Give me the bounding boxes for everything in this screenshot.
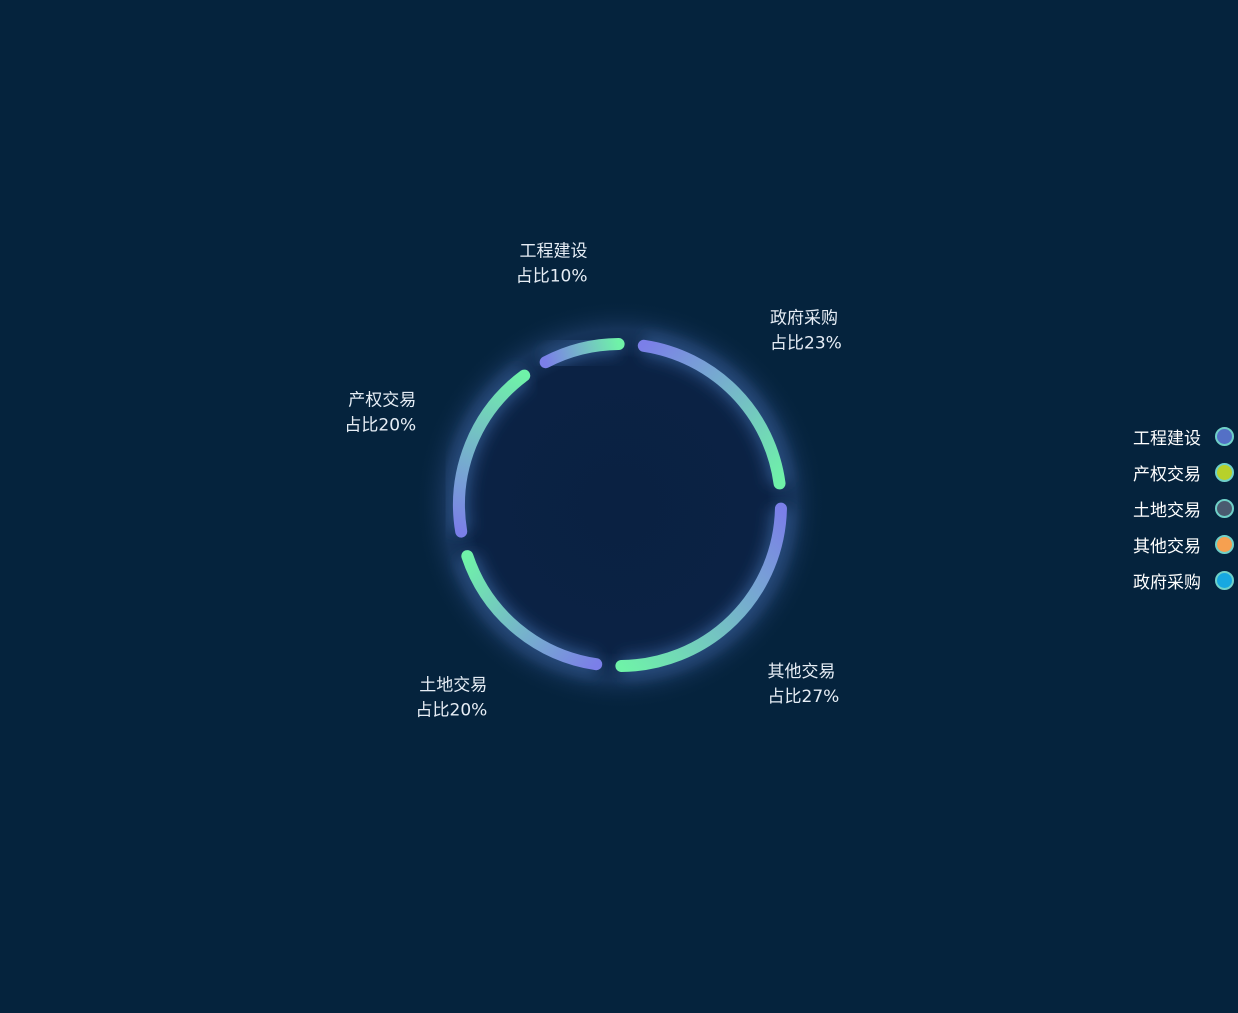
- donut-glow-background: [415, 300, 825, 710]
- legend-item-0[interactable]: 工程建设: [1074, 418, 1234, 454]
- slice-label-4: 工程建设占比10%: [516, 241, 588, 286]
- legend-label: 工程建设: [1133, 428, 1201, 449]
- donut-slice-2[interactable]: [461, 550, 603, 671]
- legend-item-3[interactable]: 其他交易: [1074, 526, 1234, 562]
- legend-marker-icon: [1215, 426, 1234, 446]
- legend: 工程建设产权交易土地交易其他交易政府采购: [1074, 418, 1234, 598]
- legend-label: 产权交易: [1133, 464, 1201, 485]
- slice-label-2: 土地交易占比20%: [416, 676, 488, 721]
- legend-label: 其他交易: [1133, 536, 1201, 557]
- legend-marker-icon: [1215, 498, 1234, 518]
- legend-marker-icon: [1215, 534, 1234, 554]
- legend-item-2[interactable]: 土地交易: [1074, 490, 1234, 526]
- donut-slice-0[interactable]: [637, 339, 786, 490]
- legend-marker-icon: [1215, 570, 1234, 590]
- slice-label-0: 政府采购占比23%: [770, 308, 842, 353]
- donut-slice-3[interactable]: [453, 369, 531, 538]
- legend-label: 土地交易: [1133, 500, 1201, 521]
- legend-label: 政府采购: [1133, 572, 1201, 593]
- donut-slice-4[interactable]: [539, 338, 625, 369]
- slice-label-1: 其他交易占比27%: [768, 662, 840, 707]
- slice-label-3: 产权交易占比20%: [344, 390, 416, 435]
- legend-marker-icon: [1215, 462, 1234, 482]
- legend-item-1[interactable]: 产权交易: [1074, 454, 1234, 490]
- donut-slice-1[interactable]: [615, 502, 787, 672]
- legend-item-4[interactable]: 政府采购: [1074, 562, 1234, 598]
